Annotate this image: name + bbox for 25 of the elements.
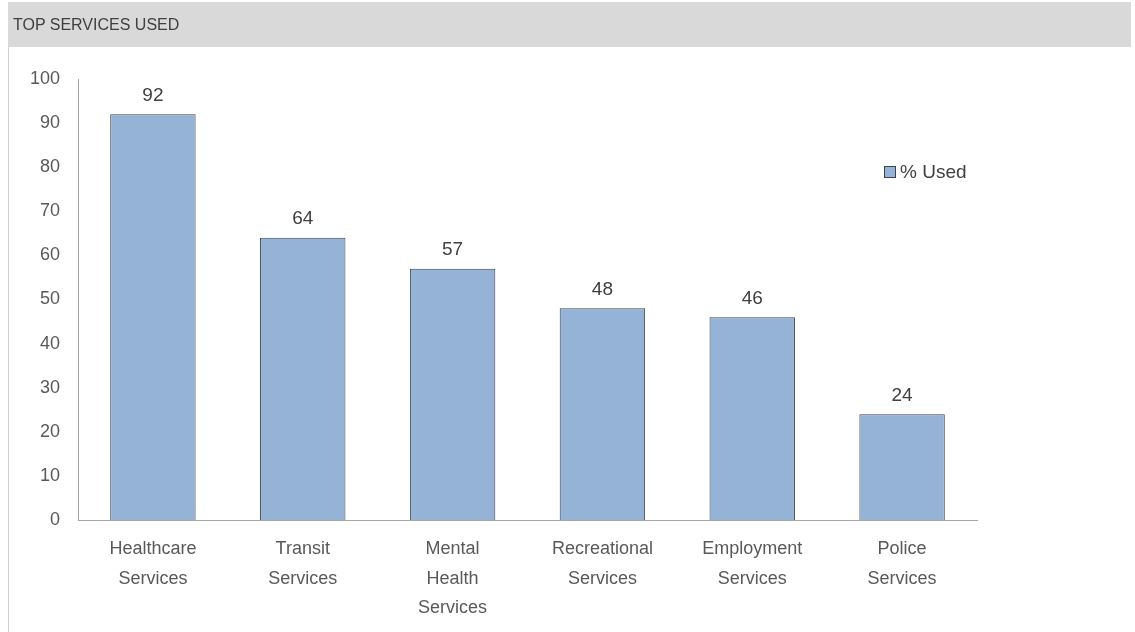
x-tick-label: Recreational Services [551,537,653,588]
x-tick-label: Employment Services [702,537,803,588]
data-label: 57 [442,238,464,260]
x-tick-label: Mental Health Services [418,537,488,618]
x-tick-label: Transit Services [268,537,338,588]
y-tick-label: 20 [39,420,60,441]
chart-title: TOP SERVICES USED [8,2,1131,47]
y-tick-label: 30 [39,376,60,397]
y-tick-label: 100 [29,67,60,88]
data-label: 92 [142,84,164,106]
y-tick-label: 0 [49,508,60,529]
data-label: 48 [591,278,613,300]
y-tick-label: 10 [39,464,60,485]
data-label: 64 [292,207,314,229]
data-label: 46 [741,286,763,308]
y-tick-label: 50 [39,288,60,309]
y-tick-label: 80 [39,156,60,177]
x-tick-label: Healthcare Services [109,537,197,588]
x-tick-label: Police Services [867,537,937,588]
data-label: 24 [891,383,914,405]
y-tick-label: 40 [39,332,60,353]
y-tick-label: 90 [39,112,60,133]
legend-label: % Used [900,161,967,183]
y-tick-label: 60 [39,244,60,265]
y-tick-label: 70 [39,200,60,221]
